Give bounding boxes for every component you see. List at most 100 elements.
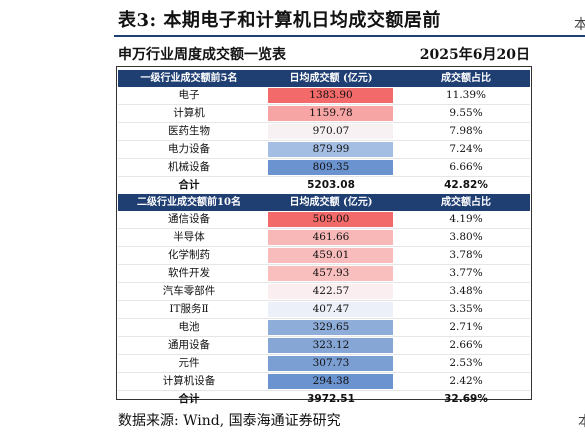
- industry-name: 化学制药: [118, 246, 260, 265]
- turnover-share: 3.48%: [402, 282, 530, 301]
- heat-fill: [268, 142, 393, 157]
- daily-turnover-cell: 509.00: [260, 211, 402, 229]
- heat-fill: [268, 88, 393, 103]
- industry-name: 机械设备: [118, 158, 260, 177]
- table-row: 电池 329.65 2.71%: [118, 318, 530, 337]
- heat-fill: [268, 160, 393, 175]
- daily-turnover-cell: 1383.90: [260, 87, 402, 105]
- heat-fill: [268, 230, 393, 245]
- section-1-total-row: 合计 5203.08 42.82%: [118, 176, 530, 194]
- table-caption-title: 申万行业周度成交额一览表: [118, 47, 286, 63]
- industry-name: 计算机: [118, 104, 260, 123]
- heat-fill: [268, 374, 393, 389]
- section-2-total: 合计 3972.51 32.69%: [118, 390, 530, 408]
- daily-turnover-value: 461.66: [312, 231, 350, 243]
- daily-turnover-value: 1383.90: [309, 89, 353, 101]
- section-2-header-value: 日均成交额 (亿元): [260, 194, 402, 211]
- turnover-share: 2.53%: [402, 354, 530, 373]
- daily-turnover-value: 457.93: [312, 267, 350, 279]
- daily-turnover-value: 1159.78: [309, 107, 353, 119]
- turnover-share: 2.71%: [402, 318, 530, 337]
- page-title: 表3: 本期电子和计算机日均成交额居前: [118, 10, 441, 31]
- turnover-share: 3.77%: [402, 264, 530, 283]
- daily-turnover-cell: 323.12: [260, 336, 402, 355]
- table-caption: 申万行业周度成交额一览表 2025年6月20日: [118, 41, 530, 65]
- title-rule: [114, 35, 585, 37]
- turnover-share: 2.66%: [402, 336, 530, 355]
- daily-turnover-value: 879.99: [312, 143, 350, 155]
- table-row: 电子 1383.90 11.39%: [118, 87, 530, 105]
- daily-turnover-cell: 307.73: [260, 354, 402, 373]
- turnover-share: 3.80%: [402, 228, 530, 247]
- industry-name: 元件: [118, 354, 260, 373]
- daily-turnover-value: 323.12: [312, 339, 350, 351]
- total-label: 合计: [118, 176, 260, 194]
- daily-turnover-value: 307.73: [312, 357, 350, 369]
- daily-turnover-value: 459.01: [312, 249, 350, 261]
- daily-turnover-value: 970.07: [312, 125, 350, 137]
- daily-turnover-cell: 879.99: [260, 140, 402, 159]
- turnover-share: 2.42%: [402, 372, 530, 391]
- industry-name: 电池: [118, 318, 260, 337]
- heat-fill: [268, 302, 393, 317]
- table-row: 通用设备 323.12 2.66%: [118, 336, 530, 355]
- daily-turnover-value: 422.57: [312, 285, 350, 297]
- total-value: 3972.51: [260, 390, 402, 408]
- table-row: 机械设备 809.35 6.66%: [118, 158, 530, 177]
- heat-fill: [268, 356, 393, 371]
- turnover-share: 11.39%: [402, 87, 530, 105]
- industry-name: 汽车零部件: [118, 282, 260, 301]
- heat-fill: [268, 248, 393, 263]
- data-source-note: 数据来源: Wind, 国泰海通证券研究: [118, 413, 341, 429]
- table-row: 化学制药 459.01 3.78%: [118, 246, 530, 265]
- section-1-total: 合计 5203.08 42.82%: [118, 176, 530, 194]
- heat-fill: [268, 124, 393, 139]
- industry-name: 医药生物: [118, 122, 260, 141]
- table-row: 电力设备 879.99 7.24%: [118, 140, 530, 159]
- table-row: 半导体 461.66 3.80%: [118, 228, 530, 247]
- daily-turnover-cell: 1159.78: [260, 104, 402, 123]
- section-1: 一级行业成交额前5名 日均成交额 (亿元) 成交额占比 电子 1383.90 11.…: [118, 70, 530, 177]
- heat-fill: [268, 338, 393, 353]
- turnover-share: 3.35%: [402, 300, 530, 319]
- turnover-share: 3.78%: [402, 246, 530, 265]
- section-2-total-row: 合计 3972.51 32.69%: [118, 390, 530, 408]
- daily-turnover-value: 809.35: [312, 161, 350, 173]
- turnover-share: 7.24%: [402, 140, 530, 159]
- section-2: 二级行业成交额前10名 日均成交额 (亿元) 成交额占比 通信设备 509.00 4…: [118, 194, 530, 391]
- table-row: 医药生物 970.07 7.98%: [118, 122, 530, 141]
- daily-turnover-cell: 457.93: [260, 264, 402, 283]
- heat-fill: [268, 212, 393, 227]
- industry-name: 软件开发: [118, 264, 260, 283]
- industry-name: 半导体: [118, 228, 260, 247]
- daily-turnover-value: 294.38: [312, 375, 350, 387]
- table-row: 汽车零部件 422.57 3.48%: [118, 282, 530, 301]
- industry-turnover-table: 一级行业成交额前5名 日均成交额 (亿元) 成交额占比 电子 1383.90 11.…: [118, 70, 530, 408]
- daily-turnover-cell: 422.57: [260, 282, 402, 301]
- daily-turnover-cell: 459.01: [260, 246, 402, 265]
- daily-turnover-cell: 294.38: [260, 372, 402, 391]
- total-label: 合计: [118, 390, 260, 408]
- turnover-share: 7.98%: [402, 122, 530, 141]
- daily-turnover-value: 407.47: [312, 303, 350, 315]
- section-2-header-name: 二级行业成交额前10名: [118, 194, 260, 211]
- table-row: 通信设备 509.00 4.19%: [118, 211, 530, 229]
- table-caption-date: 2025年6月20日: [419, 47, 530, 63]
- heat-fill: [268, 284, 393, 299]
- industry-name: IT服务Ⅱ: [118, 300, 260, 319]
- heat-fill: [268, 266, 393, 281]
- right-edge-bottom-text: 本: [578, 411, 585, 431]
- right-edge-top-text: 本: [574, 17, 585, 33]
- table-row: 软件开发 457.93 3.77%: [118, 264, 530, 283]
- turnover-share: 6.66%: [402, 158, 530, 177]
- daily-turnover-cell: 970.07: [260, 122, 402, 141]
- table-row: 计算机设备 294.38 2.42%: [118, 372, 530, 391]
- turnover-share: 9.55%: [402, 104, 530, 123]
- table-row: 元件 307.73 2.53%: [118, 354, 530, 373]
- daily-turnover-cell: 809.35: [260, 158, 402, 177]
- table-row: IT服务Ⅱ 407.47 3.35%: [118, 300, 530, 319]
- daily-turnover-value: 509.00: [312, 213, 350, 225]
- section-1-header-row: 一级行业成交额前5名 日均成交额 (亿元) 成交额占比: [118, 70, 530, 87]
- total-share: 32.69%: [402, 390, 530, 408]
- daily-turnover-cell: 407.47: [260, 300, 402, 319]
